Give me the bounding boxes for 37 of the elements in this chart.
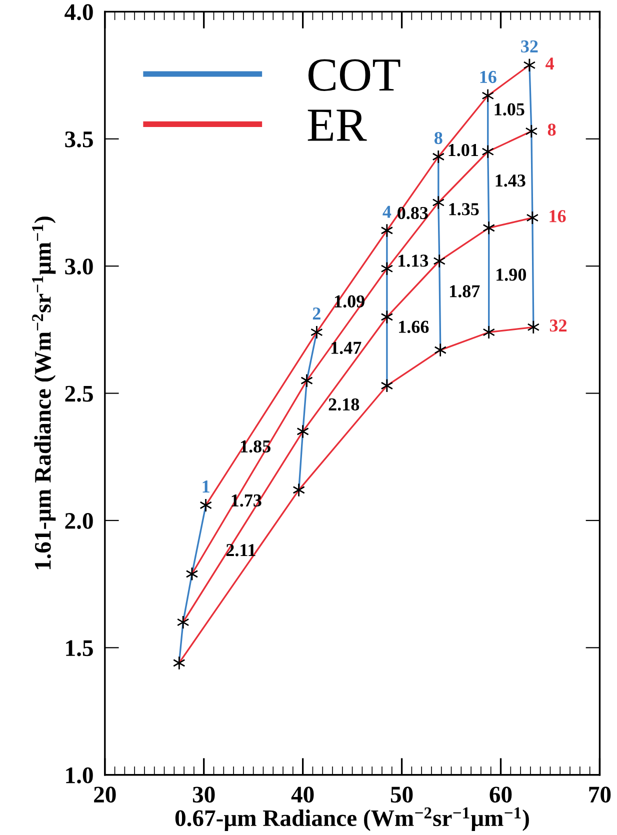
annotation: 16 <box>550 210 566 222</box>
annotation: 1.43 <box>496 174 526 187</box>
y-tick-label: 3.0 <box>65 258 93 275</box>
annotation: 4 <box>382 206 392 218</box>
annotation: 1.01 <box>448 144 478 156</box>
annotation: 1.05 <box>494 103 524 116</box>
y-tick-label: 2.5 <box>65 386 93 402</box>
annotation: 1.13 <box>398 254 428 267</box>
y-tick-label: 4.0 <box>64 4 93 20</box>
annotation: 32 <box>550 320 567 332</box>
annotation: 16 <box>480 70 496 84</box>
y-axis-title: 1.61-μm Radiance (Wm$^{−2}$sr$^{−1}$μm$^{−1}$) <box>32 216 56 570</box>
annotation: 1.35 <box>449 203 479 216</box>
annotation: 1.90 <box>496 268 526 281</box>
y-tick-label: 2.0 <box>65 512 93 530</box>
annotation: 8 <box>548 124 556 136</box>
annotation: 2 <box>312 308 320 320</box>
annotation: 1.87 <box>450 285 480 298</box>
x-tick-label: 50 <box>390 786 413 803</box>
x-tick-label: 60 <box>490 786 512 803</box>
annotation: 32 <box>521 40 538 53</box>
y-tick-label: 1.5 <box>66 640 93 656</box>
annotation: 8 <box>434 132 442 144</box>
y-tick-label: 1.0 <box>66 767 93 784</box>
x-tick-label: 20 <box>94 786 116 803</box>
y-tick-label: 3.5 <box>65 131 93 148</box>
legend-label: COT <box>308 59 400 91</box>
x-axis-title: 0.67-μm Radiance (Wm$^{−2}$sr$^{−1}$μm$^{−1}$) <box>175 807 529 831</box>
annotation: 4 <box>546 58 554 70</box>
annotation: 1 <box>202 480 210 492</box>
x-tick-label: 40 <box>291 786 314 803</box>
legend-label: ER <box>308 110 367 141</box>
annotation: 1.47 <box>332 342 362 354</box>
x-tick-label: 30 <box>192 786 215 803</box>
annotation: 1.66 <box>399 320 429 334</box>
x-tick-label: 70 <box>589 786 611 803</box>
annotation: 2.18 <box>328 398 360 411</box>
